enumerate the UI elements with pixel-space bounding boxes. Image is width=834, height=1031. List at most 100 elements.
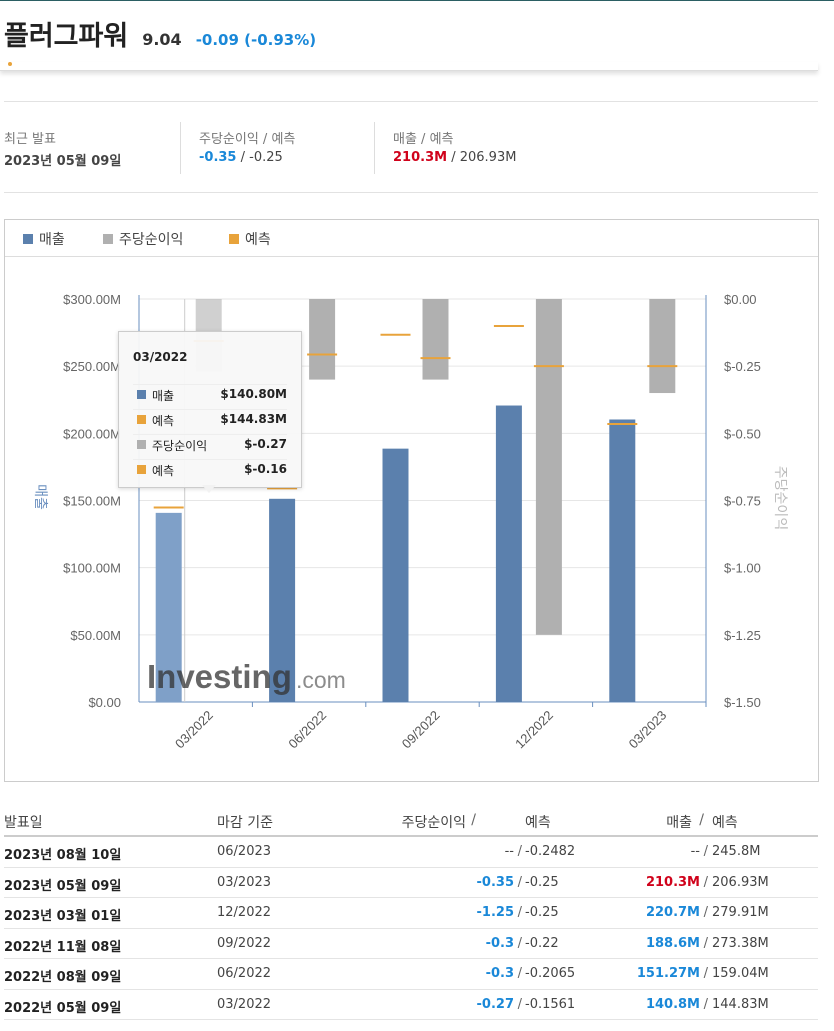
table-row: 2023년 05월 09일 03/2023 -0.35/-0.25 210.3M/20… [4,868,818,898]
cell-eps: -- [504,844,514,859]
summary-eps-sep: / [240,150,246,165]
tooltip-arrow [202,485,216,493]
cell-eps-forecast: -0.25 [525,874,559,890]
cell-period: 03/2022 [217,996,272,1012]
summary-eps-label: 주당순이익 / 예측 [199,132,296,147]
cell-revenue-sep: / [703,935,708,951]
cell-revenue: 210.3M [645,874,700,890]
cell-revenue-forecast: 159.04M [712,966,769,981]
cell-eps: -0.3 [485,966,514,981]
table-row: 2022년 11월 08일 09/2022 -0.3/-0.22 188.6M/273… [4,929,818,959]
tooltip-swatch [137,465,146,474]
legend-swatch-eps [103,234,113,244]
cell-date: 2022년 08월 09일 [4,970,122,985]
divider [180,122,181,174]
cell-revenue: 140.8M [645,996,700,1012]
cell-period: 12/2022 [217,905,272,920]
tooltip-swatch [137,415,146,424]
tooltip-row: 예측 $-0.16 [133,459,287,478]
col-header-revenue-sep: / [699,812,704,828]
tooltip-row-name: 매출 [152,389,175,403]
legend-item-forecast[interactable]: 예측 [229,229,271,249]
summary-revenue-actual: 210.3M [393,150,448,165]
table-row: 2022년 08월 09일 06/2022 -0.3/-0.2065 151.27M /… [4,959,818,990]
cell-date: 2023년 05월 09일 [4,878,122,894]
summary-latest-value: 2023년 05월 09일 [4,154,122,169]
cell-eps-sep: / [517,844,522,859]
cell-period: 06/2022 [217,966,272,981]
cell-revenue-sep: / [703,874,708,890]
summary-latest: 최근 발표 2023년 05월 09일 [4,128,121,169]
stock-price: 9.04 [142,30,182,49]
cell-eps-sep: / [517,996,522,1012]
col-header-revenue[interactable]: 매출 [666,815,692,831]
header-dot [8,62,12,66]
tooltip-row-value: $140.80M [220,387,287,401]
cell-revenue: 188.6M [645,935,700,951]
col-header-eps-sep: / [471,812,476,828]
col-header-date[interactable]: 발표일 [4,815,43,831]
summary-eps: 주당순이익 / 예측 -0.35 / -0.25 [199,128,295,165]
chart-tooltip: 03/2022 매출 $140.80M 예측 $144.83M 주당순이익 $-0.2… [118,331,302,488]
cell-revenue-forecast: 245.8M [712,844,761,859]
cell-revenue-sep: / [703,844,708,859]
col-header-eps-forecast[interactable]: 예측 [525,815,551,831]
cell-revenue-sep: / [703,996,708,1012]
legend-swatch-revenue [23,234,33,244]
cell-revenue-sep: / [703,905,708,920]
header-divider [0,62,818,71]
summary-revenue-label: 매출 / 예측 [393,132,454,147]
col-header-eps[interactable]: 주당순이익 [401,815,466,831]
top-border [0,0,834,1]
cell-revenue: -- [690,844,700,859]
stock-change: -0.09 (-0.93%) [195,31,317,49]
cell-eps-sep: / [517,874,522,890]
legend-label-revenue: 매출 [39,232,65,248]
page-header: 플러그파워 9.04 -0.09 (-0.93%) [4,14,317,52]
cell-eps-forecast: -0.2482 [525,844,576,859]
cell-eps-sep: / [517,935,522,951]
divider [4,192,818,193]
cell-eps-forecast: -0.2065 [525,966,576,981]
cell-eps-sep: / [517,905,522,920]
cell-eps-forecast: -0.1561 [525,996,576,1012]
cell-revenue-forecast: 279.91M [712,905,769,920]
cell-eps: -0.27 [476,996,514,1012]
col-header-revenue-forecast[interactable]: 예측 [712,815,738,831]
cell-date: 2022년 11월 08일 [4,939,122,955]
divider [4,101,818,102]
tooltip-row-name: 예측 [152,414,175,428]
table-row: 2023년 03월 01일 12/2022 -1.25/-0.25 220.7M/27… [4,898,818,929]
cell-revenue: 151.27M [636,966,700,981]
summary-revenue-sep: / [451,150,456,165]
cell-period: 03/2023 [217,874,272,890]
summary-revenue-forecast: 206.93M [459,150,517,165]
earnings-table: 발표일 마감 기준 주당순이익 / 예측 매출 / 예측 2023년 08월 1… [4,808,818,1020]
chart-container: 매출 주당순이익 예측 [4,219,819,782]
cell-period: 06/2023 [217,844,272,859]
cell-eps-forecast: -0.25 [525,905,559,920]
legend-swatch-forecast [229,234,239,244]
tooltip-row: 주당순이익 $-0.27 [133,434,287,453]
tooltip-row: 예측 $144.83M [133,409,287,428]
cell-date: 2022년 05월 09일 [4,1000,122,1016]
summary-eps-actual: -0.35 [199,150,237,165]
legend-item-eps[interactable]: 주당순이익 [103,229,183,249]
tooltip-row-name: 예측 [152,464,175,478]
cell-date: 2023년 03월 01일 [4,909,122,924]
tooltip-row: 매출 $140.80M [133,384,287,403]
cell-eps: -1.25 [476,905,514,920]
cell-revenue-forecast: 144.83M [712,996,769,1012]
cell-revenue-forecast: 206.93M [712,874,769,890]
stock-name: 플러그파워 [4,21,129,52]
summary-eps-forecast: -0.25 [249,150,283,165]
legend-item-revenue[interactable]: 매출 [23,229,65,249]
tooltip-title: 03/2022 [133,350,188,364]
table-header: 발표일 마감 기준 주당순이익 / 예측 매출 / 예측 [4,808,818,837]
cell-eps-sep: / [517,966,522,981]
cell-eps: -0.3 [485,935,514,951]
chart-legend: 매출 주당순이익 예측 [5,220,818,257]
col-header-period[interactable]: 마감 기준 [217,815,273,831]
tooltip-swatch [137,440,146,449]
tooltip-row-value: $-0.16 [244,462,287,476]
